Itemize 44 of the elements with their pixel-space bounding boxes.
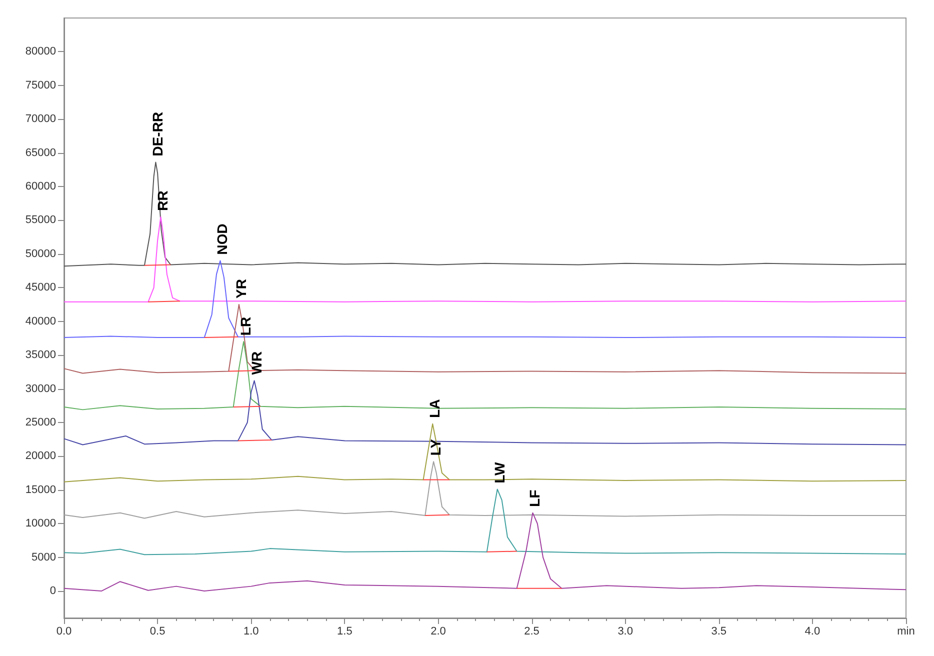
x-tick-label: 1.0 xyxy=(243,626,259,638)
y-tick-label: 60000 xyxy=(25,180,56,193)
annotation: LF xyxy=(526,489,543,507)
annotation: WR xyxy=(248,351,264,375)
x-tick-label: 2.0 xyxy=(430,626,446,638)
line-series xyxy=(64,304,906,374)
x-tick-label: min xyxy=(897,626,915,638)
x-tick-label: 1.5 xyxy=(337,626,352,638)
annotation: RR xyxy=(154,190,171,211)
line-series xyxy=(64,216,906,302)
y-tick-label: 35000 xyxy=(25,349,56,362)
y-tick-label: 55000 xyxy=(25,214,56,226)
line-series xyxy=(64,488,906,556)
annotation: LA xyxy=(426,399,443,418)
y-tick-label: 80000 xyxy=(25,46,56,58)
y-tick-label: 10000 xyxy=(25,518,56,530)
x-tick-label: 3.5 xyxy=(711,626,727,638)
line-series xyxy=(64,162,906,267)
line-series xyxy=(64,512,906,592)
x-tick-label: 2.5 xyxy=(524,626,540,638)
y-tick-label: 50000 xyxy=(25,248,56,260)
y-tick-label: 5000 xyxy=(32,551,56,564)
annotation: LW xyxy=(491,461,508,484)
y-tick-label: 25000 xyxy=(25,416,56,428)
y-tick-label: 70000 xyxy=(25,113,56,126)
y-tick-label: 75000 xyxy=(25,79,56,92)
x-tick-label: 3.0 xyxy=(618,626,633,638)
y-tick-label: 0 xyxy=(50,585,56,598)
line-series xyxy=(64,423,906,482)
line-series xyxy=(64,260,906,338)
annotation: LY xyxy=(428,438,444,456)
x-tick-label: 4.0 xyxy=(804,626,820,638)
y-tick-label: 45000 xyxy=(25,282,56,294)
x-tick-label: 0.0 xyxy=(56,626,72,638)
y-tick-label: 65000 xyxy=(25,146,56,159)
x-tick-label: 0.5 xyxy=(150,626,166,638)
annotation: DE-RR xyxy=(150,112,166,156)
y-tick-label: 15000 xyxy=(25,484,56,496)
y-tick-label: 30000 xyxy=(25,382,56,395)
annotation: NOD xyxy=(214,224,230,255)
y-tick-label: 40000 xyxy=(25,315,56,328)
annotation: YR xyxy=(232,279,249,299)
y-tick-label: 20000 xyxy=(25,450,56,462)
annotation: LR xyxy=(238,316,254,336)
